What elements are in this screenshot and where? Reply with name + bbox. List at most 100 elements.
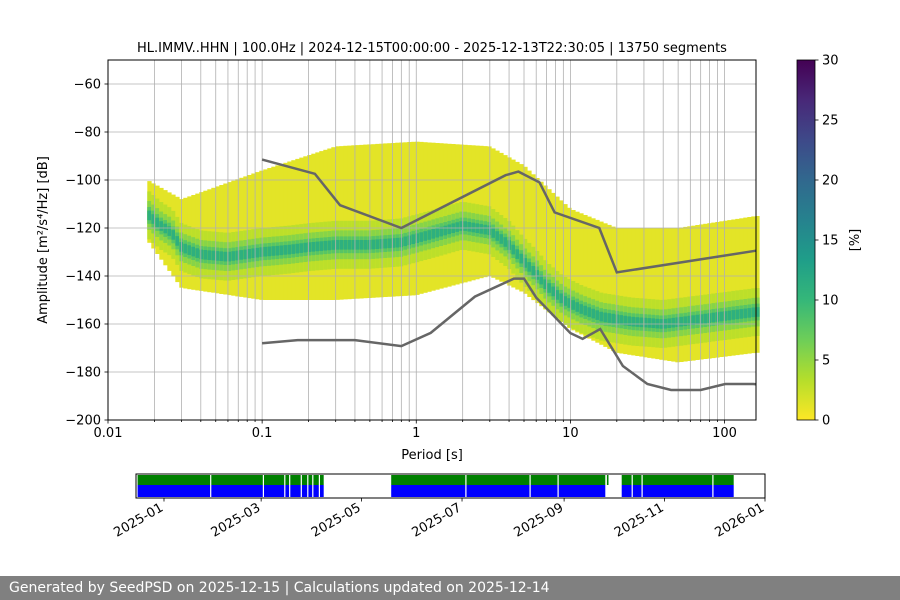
heatmap-cell bbox=[591, 218, 596, 341]
heatmap-column bbox=[343, 145, 348, 300]
heatmap-cell bbox=[159, 221, 164, 231]
heatmap-cell bbox=[351, 240, 356, 250]
heatmap-cell bbox=[463, 221, 468, 231]
heatmap-cell bbox=[579, 304, 584, 314]
heatmap-cell bbox=[535, 270, 540, 280]
x-tick-label: 1 bbox=[412, 426, 420, 441]
heatmap-column bbox=[367, 144, 372, 298]
heatmap-column bbox=[183, 197, 188, 289]
heatmap-column bbox=[431, 142, 436, 291]
heatmap-column bbox=[539, 181, 544, 307]
heatmap-column bbox=[579, 213, 584, 335]
timeline-ticks: 2025-01 2025-03 2025-05 2025-07 2025-09 2025-… bbox=[111, 498, 767, 541]
data-coverage-timeline: 2025-01 2025-03 2025-05 2025-07 2025-09 2025-… bbox=[111, 473, 767, 541]
heatmap-cell bbox=[283, 245, 288, 255]
heatmap-cell bbox=[327, 240, 332, 251]
heatmap-cell bbox=[191, 246, 196, 257]
heatmap-column bbox=[587, 216, 592, 339]
heatmap-column bbox=[535, 178, 540, 304]
colorbar-tick-label: 25 bbox=[822, 114, 839, 129]
y-tick-label: −200 bbox=[65, 414, 101, 429]
heatmap-cell bbox=[611, 226, 616, 351]
heatmap-column bbox=[147, 181, 152, 243]
x-tick-label: 100 bbox=[712, 426, 737, 441]
plot-frame bbox=[107, 59, 757, 421]
heatmap-column bbox=[207, 189, 212, 293]
heatmap-cell bbox=[447, 224, 452, 235]
coverage-gap bbox=[284, 475, 286, 497]
heatmap-column bbox=[251, 173, 256, 299]
heatmap-cell bbox=[323, 240, 328, 251]
heatmap-cell bbox=[459, 221, 464, 231]
heatmap-cell bbox=[687, 226, 692, 361]
heatmap-column bbox=[663, 228, 668, 361]
heatmap-column bbox=[195, 193, 200, 291]
heatmap-column bbox=[439, 143, 444, 289]
heatmap-cell bbox=[267, 246, 272, 257]
heatmap-cell bbox=[319, 241, 324, 251]
heatmap-cell bbox=[243, 249, 248, 260]
heatmap-column bbox=[215, 186, 220, 294]
psd-figure: 0.01 0.1 1 10 100 −60−80−100−120−140−160−180… bbox=[36, 41, 863, 541]
heatmap-cell bbox=[595, 219, 600, 343]
heatmap-column bbox=[463, 144, 468, 283]
heatmap-column bbox=[695, 225, 700, 360]
timeline-tick-label: 2025-07 bbox=[409, 500, 464, 540]
heatmap-column bbox=[247, 175, 252, 299]
heatmap-cell bbox=[291, 244, 296, 254]
heatmap-column bbox=[631, 228, 636, 356]
heatmap-column bbox=[259, 170, 264, 300]
heatmap-cell bbox=[423, 231, 428, 241]
coverage-gap bbox=[312, 475, 314, 497]
heatmap-cell bbox=[723, 311, 728, 321]
heatmap-column bbox=[155, 185, 160, 254]
coverage-gap bbox=[307, 475, 309, 497]
heatmap-cell bbox=[555, 290, 560, 300]
heatmap-cell bbox=[667, 318, 672, 328]
heatmap-column bbox=[347, 145, 352, 300]
heatmap-cell bbox=[335, 240, 340, 250]
coverage-gap bbox=[631, 475, 633, 497]
heatmap-column bbox=[719, 221, 724, 357]
heatmap-column bbox=[723, 220, 728, 357]
heatmap-column bbox=[271, 166, 276, 300]
heatmap-cell bbox=[755, 216, 760, 353]
heatmap-column bbox=[223, 183, 228, 295]
heatmap-cell bbox=[387, 238, 392, 249]
heatmap-cell bbox=[443, 225, 448, 236]
heatmap-column bbox=[627, 228, 632, 355]
heatmap-column bbox=[551, 192, 556, 316]
psd-heatmap bbox=[147, 141, 760, 363]
heatmap-cell bbox=[671, 317, 676, 328]
heatmap-cell bbox=[575, 211, 580, 333]
coverage-gap bbox=[557, 475, 559, 497]
heatmap-column bbox=[483, 146, 488, 278]
colorbar-tick-label: 20 bbox=[822, 174, 839, 189]
heatmap-cell bbox=[691, 315, 696, 325]
heatmap-column bbox=[411, 141, 416, 296]
heatmap-cell bbox=[631, 228, 636, 356]
heatmap-column bbox=[383, 143, 388, 297]
heatmap-cell bbox=[723, 220, 728, 357]
heatmap-column bbox=[323, 149, 328, 300]
heatmap-column bbox=[327, 148, 332, 300]
plot-grid bbox=[107, 60, 756, 421]
heatmap-cell bbox=[419, 232, 424, 242]
heatmap-column bbox=[279, 164, 284, 300]
heatmap-cell bbox=[559, 293, 564, 304]
heatmap-column bbox=[435, 143, 440, 290]
heatmap-column bbox=[443, 143, 448, 288]
heatmap-column bbox=[679, 227, 684, 362]
heatmap-column bbox=[387, 143, 392, 297]
heatmap-column bbox=[175, 196, 180, 283]
heatmap-column bbox=[231, 180, 236, 296]
heatmap-cell bbox=[339, 240, 344, 250]
heatmap-column bbox=[447, 143, 452, 287]
heatmap-cell bbox=[739, 309, 744, 319]
heatmap-cell bbox=[439, 226, 444, 237]
y-tick-label: −120 bbox=[65, 222, 101, 237]
heatmap-column bbox=[475, 145, 480, 280]
heatmap-cell bbox=[403, 236, 408, 247]
heatmap-cell bbox=[731, 310, 736, 320]
y-tick-label: −140 bbox=[65, 270, 101, 285]
